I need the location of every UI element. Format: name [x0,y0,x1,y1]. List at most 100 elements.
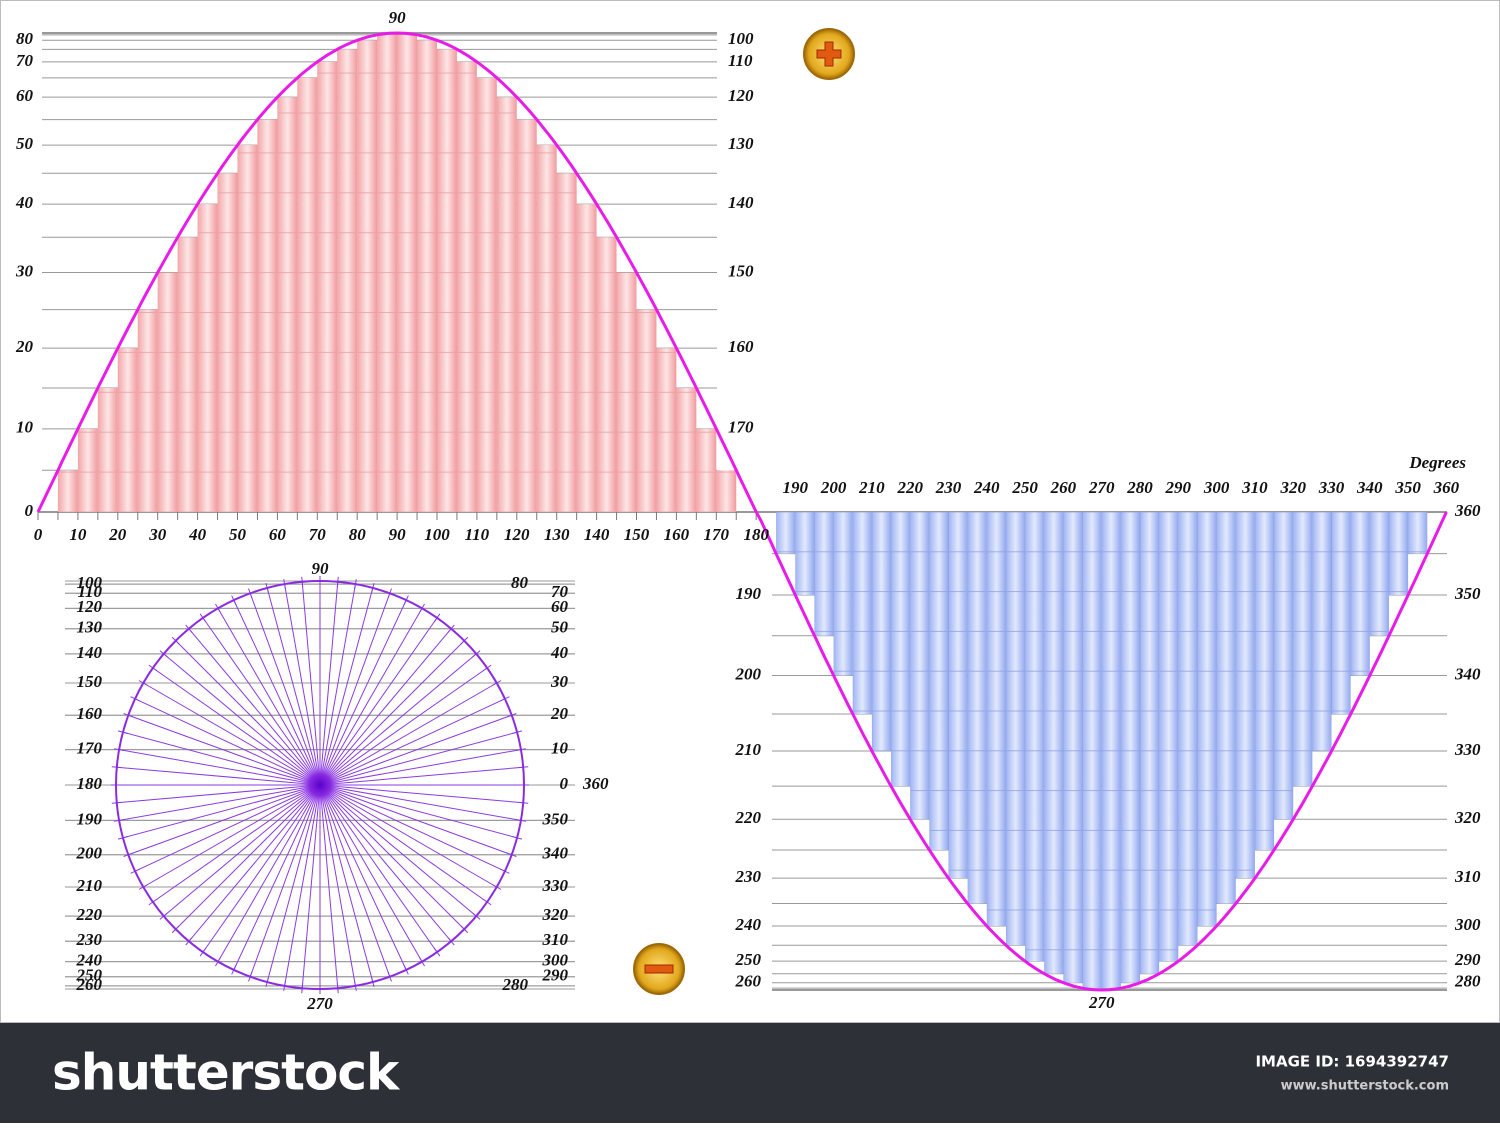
top-label: 250 [1011,478,1038,497]
pink-cells [556,173,577,513]
x-label: 110 [465,525,490,544]
x-label: 170 [704,525,730,544]
blue-cells [910,512,930,820]
blue-cells [814,512,834,636]
pink-cells [97,388,118,512]
pink-cells [536,145,557,513]
x-label: 120 [504,525,530,544]
circle-left-label: 180 [77,774,103,793]
x-label: 160 [664,525,690,544]
blue-cells [1101,512,1121,989]
pink-cells [377,34,398,512]
spoke [319,784,488,903]
blue-cells [967,512,987,904]
left-label: 40 [15,193,34,212]
spoke [122,784,321,839]
circle-right-label: 60 [551,597,569,616]
spoke [319,784,465,930]
spoke [152,667,321,786]
left-label: 10 [16,418,34,437]
spoke [319,784,497,888]
x-label: 140 [584,525,610,544]
spoke [143,682,321,786]
spoke [319,784,518,839]
x-label: 70 [309,525,327,544]
top-label: 220 [896,478,923,497]
spoke [319,731,518,786]
x-label: 40 [188,525,207,544]
trough-label: 270 [1088,993,1115,1012]
left-label: 20 [15,337,34,356]
blue-cells [1388,512,1409,596]
right-label: 160 [728,337,754,356]
pink-cells [516,119,537,513]
pink-cells [317,61,338,512]
circle-right-label: 280 [502,975,529,994]
spoke [217,608,321,786]
circle-left-label: 100 [77,573,103,592]
spoke [319,698,506,786]
spoke [134,784,321,872]
pink-cells [177,237,198,512]
circle-left-label: 250 [76,966,103,985]
right-label: 130 [728,134,754,153]
pink-cells [716,470,737,512]
circle-left-label: 150 [77,672,103,691]
spoke [319,784,339,989]
spoke [319,749,521,786]
circle-right-label: 30 [550,672,569,691]
circle-extra-label: 360 [582,774,609,793]
right-label: 360 [1454,501,1481,520]
plus-sign [816,41,842,67]
pink-cells [217,173,238,513]
pink-cells [636,309,657,512]
right-label: 350 [1454,584,1481,603]
circle-left-label: 140 [77,643,103,662]
x-label: 30 [148,525,167,544]
spoke [319,784,374,983]
blue-cells [986,512,1006,926]
spoke [319,766,524,786]
circle-left-label: 120 [77,597,103,616]
top-label: 320 [1279,478,1306,497]
blue-cells [1293,512,1313,787]
x-label: 90 [389,525,407,544]
pink-cells [476,77,497,512]
spoke [116,784,321,804]
right-label: 140 [728,193,754,212]
x-label: 10 [69,525,87,544]
circle-right-label: 350 [542,809,569,828]
spoke [119,749,321,786]
circle-right-label: 320 [542,905,569,924]
pink-cells [437,49,457,512]
blue-cells [1369,512,1389,636]
top-label: 300 [1203,478,1230,497]
left-label: 50 [16,134,34,153]
spoke [319,640,465,786]
spoke [152,784,321,903]
circle-right-label: 300 [542,951,569,970]
circle-left-label: 210 [76,876,103,895]
spoke [249,593,321,786]
pink-cells [656,348,677,512]
circle-left-label: 240 [76,951,103,970]
pink-cells [676,388,697,512]
spoke [319,581,339,786]
top-label: 240 [973,478,1000,497]
left-label: 80 [16,29,34,48]
peak-label: 90 [389,8,407,27]
pink-cells [277,97,298,512]
top-label: 280 [1126,478,1153,497]
right-label: 100 [728,29,754,48]
pink-cells [496,97,517,512]
footer-image-id: IMAGE ID: 1694392747 [1255,1053,1449,1071]
right-label: 120 [728,86,754,105]
spoke [188,784,321,942]
pink-cells [616,272,637,512]
spoke [319,784,512,856]
left-label: 250 [735,950,762,969]
circle-left-label: 200 [76,844,103,863]
